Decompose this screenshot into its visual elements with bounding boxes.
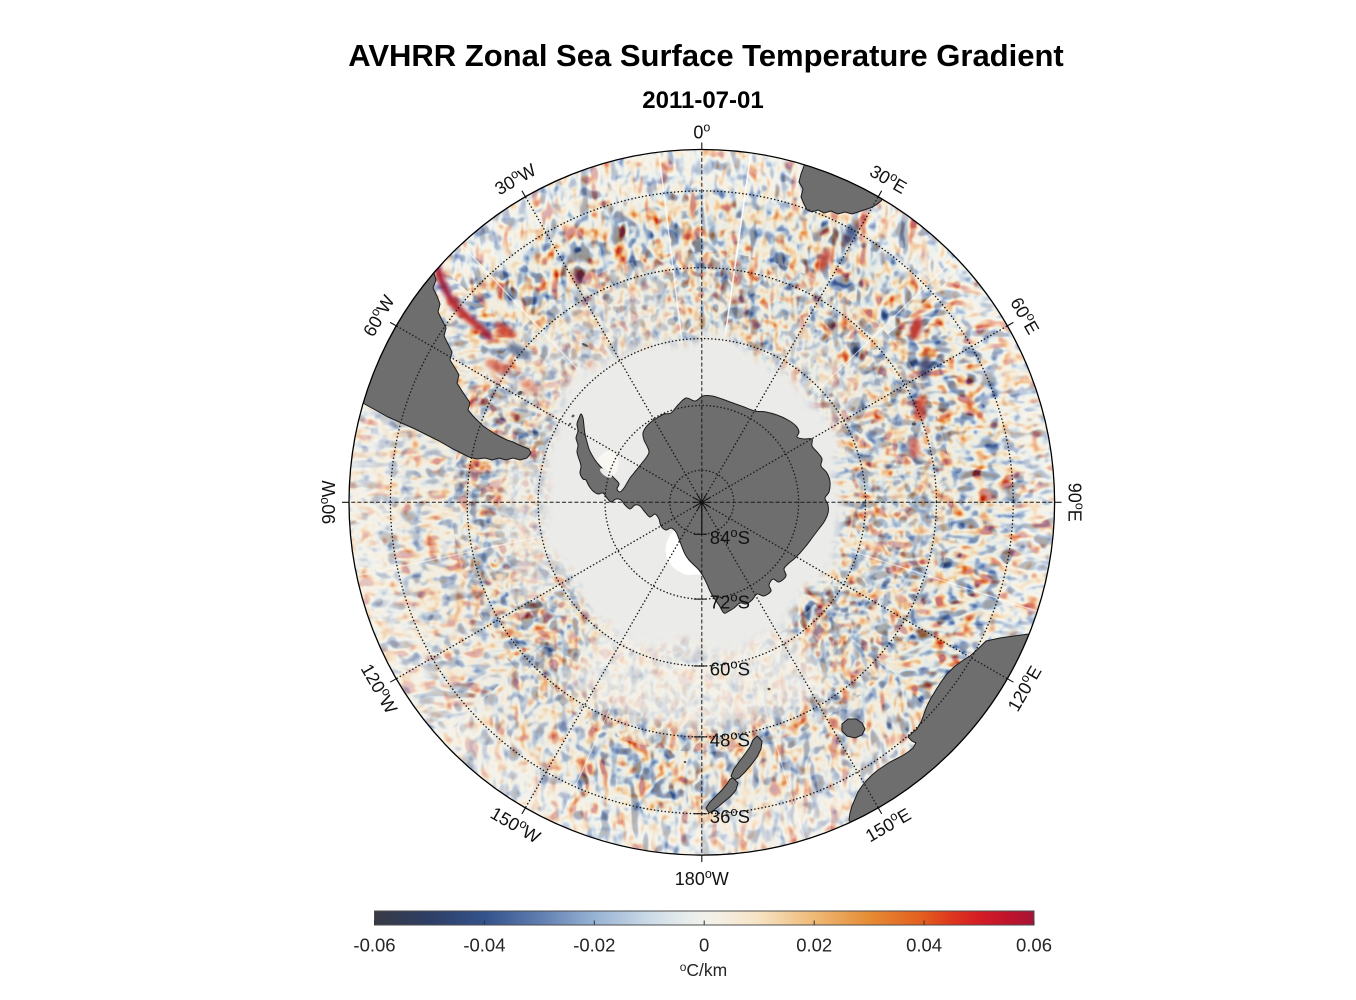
svg-text:-0.06: -0.06 [353, 935, 395, 956]
svg-text:30oE: 30oE [866, 159, 911, 198]
svg-text:-0.04: -0.04 [463, 935, 505, 956]
svg-text:90oE: 90oE [1065, 483, 1087, 522]
svg-text:0.02: 0.02 [796, 935, 832, 956]
svg-text:0: 0 [699, 935, 709, 956]
svg-text:-0.02: -0.02 [573, 935, 615, 956]
svg-text:60oS: 60oS [710, 657, 750, 680]
svg-text:2011-07-01: 2011-07-01 [642, 87, 763, 114]
svg-text:48oS: 48oS [710, 727, 750, 750]
svg-text:60oE: 60oE [1006, 293, 1045, 338]
svg-text:oC/km: oC/km [680, 960, 728, 980]
svg-text:90oW: 90oW [317, 480, 339, 524]
svg-text:0.06: 0.06 [1016, 935, 1052, 956]
svg-text:36oS: 36oS [710, 804, 750, 827]
svg-text:AVHRR Zonal Sea Surface Temper: AVHRR Zonal Sea Surface Temperature Grad… [348, 38, 1063, 73]
svg-text:84oS: 84oS [710, 525, 750, 548]
svg-text:72oS: 72oS [710, 590, 750, 613]
svg-text:0o: 0o [693, 121, 710, 143]
svg-text:0.04: 0.04 [906, 935, 942, 956]
svg-text:180oW: 180oW [675, 867, 729, 889]
